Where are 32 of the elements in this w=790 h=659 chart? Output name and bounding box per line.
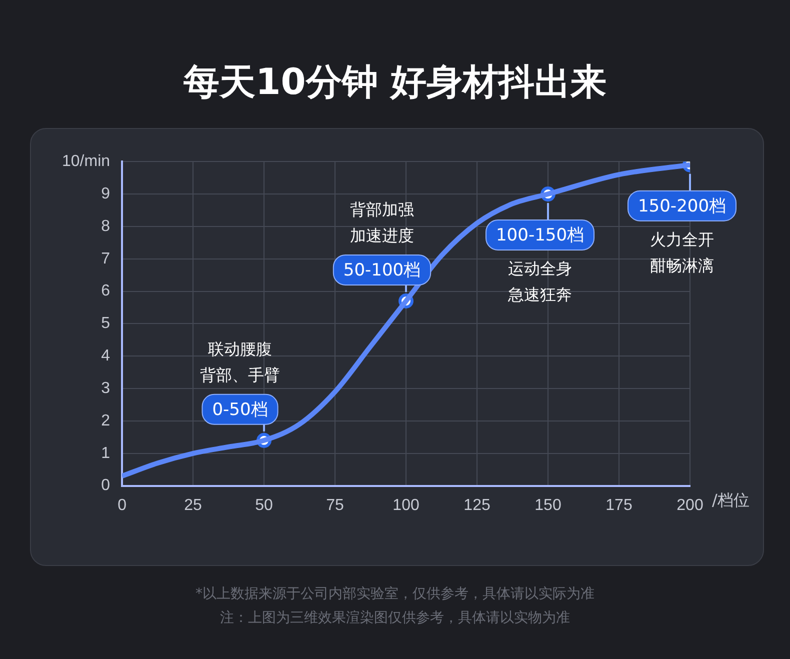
annotation: 背部加强加速进度 (350, 200, 414, 246)
x-tick-label: 175 (606, 496, 632, 514)
annotation: 150-200档 (638, 196, 726, 216)
y-tick-label: 4 (101, 348, 110, 365)
x-tick-label: 0 (118, 496, 127, 514)
text: 注：上图为三维效果渲染图仅供参考，具体请以实物为准 (219, 609, 571, 628)
x-tick-label: 50 (255, 496, 274, 514)
y-tick-label: 0 (101, 477, 110, 494)
y-tick-label: 6 (101, 282, 110, 300)
x-tick-label: 150 (534, 496, 562, 514)
x-tick-label: 100 (392, 496, 420, 514)
x-tick-label: 25 (184, 496, 202, 514)
y-tick-label: 1 (101, 444, 110, 462)
y-tick-label: 3 (101, 380, 110, 397)
annotation: 100-150档 (496, 225, 584, 246)
y-tick-label: 5 (101, 315, 110, 332)
annotation: 联动腰腹背部、手臂 (200, 340, 280, 385)
annotation: 50-100档 (343, 260, 421, 280)
x-tick-label: 125 (464, 496, 490, 514)
y-tick-label: 7 (101, 250, 110, 268)
annotation: 火力全开酣畅淋漓 (650, 230, 714, 275)
x-axis-title: /档位 (712, 490, 750, 510)
text: *以上数据来源于公司内部实验室，仅供参考，具体请以实际为准 (194, 585, 596, 604)
y-tick-label: 9 (101, 185, 110, 202)
y-tick-label: 8 (101, 218, 110, 235)
annotation: 0-50档 (212, 400, 268, 420)
annotation: 运动全身急速狂奔 (507, 259, 572, 304)
x-tick-label: 75 (326, 496, 344, 514)
y-tick-label: 2 (101, 412, 110, 430)
y-tick-label: 10/min (62, 153, 110, 170)
x-tick-label: 200 (676, 496, 704, 514)
chart-title: 每天10分钟 好身材抖出来 (182, 61, 608, 105)
